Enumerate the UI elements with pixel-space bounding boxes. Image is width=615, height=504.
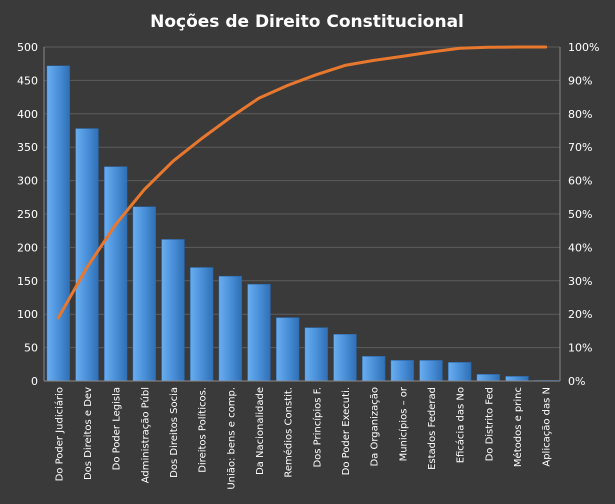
y-left-tick-label: 250 [17, 208, 38, 221]
y-right-tick-label: 10% [568, 342, 592, 355]
y-right-tick-label: 70% [568, 141, 592, 154]
bar [333, 333, 357, 382]
y-right-tick-label: 80% [568, 108, 592, 121]
x-tick-label: Estados Federad [427, 387, 438, 470]
y-left-tick-label: 50 [24, 342, 38, 355]
y-right-tick-label: 100% [568, 41, 599, 54]
bar [447, 362, 472, 382]
cumulative-percent-line [56, 45, 548, 320]
y-left-tick-label: 450 [17, 74, 38, 87]
x-tick-label: Do Poder Judiciário [53, 387, 65, 481]
chart-title: Noções de Direito Constitucional [150, 12, 464, 32]
x-tick-label: Aplicação das N [542, 387, 553, 467]
bar [505, 376, 529, 382]
x-tick-label: Da Nacionalidade [255, 387, 266, 475]
bar [46, 65, 71, 382]
bar [218, 275, 243, 382]
x-tick-label: Dos Direitos e Dev [83, 387, 94, 480]
x-tick-label: Dos Direitos Socia [169, 387, 180, 478]
bar [419, 360, 443, 382]
x-tick-label: Do Poder Executi. [341, 387, 352, 475]
y-left-tick-label: 300 [17, 175, 38, 188]
x-tick-label: Do Poder Legisla [112, 387, 123, 470]
y-left-tick-label: 400 [17, 108, 38, 121]
bar [247, 283, 271, 382]
y-left-tick-label: 0 [31, 375, 38, 388]
bar [132, 206, 157, 382]
y-right-tick-label: 30% [568, 275, 592, 288]
x-tick-label: Do Distrito Fed [484, 387, 495, 461]
bar [304, 327, 329, 382]
x-tick-label: Remédios Constit. [283, 387, 295, 478]
x-tick-label: Eficácia das No [455, 387, 467, 463]
bar [161, 239, 185, 382]
y-left-tick-label: 350 [17, 141, 38, 154]
bar [189, 267, 214, 382]
y-right-tick-label: 40% [568, 241, 592, 254]
cumulative-line [56, 45, 548, 320]
bar [390, 360, 415, 382]
y-left-tick-label: 150 [17, 275, 38, 288]
y-right-tick-label: 20% [568, 308, 592, 321]
y-left-tick-label: 200 [17, 241, 38, 254]
bars [46, 65, 558, 382]
x-tick-label: Da Organização [370, 387, 381, 467]
y-right-tick-label: 90% [568, 74, 592, 87]
axes: 0 50 100 150 200 250 300 350 400 450 500 0% 10% 20% 30… [17, 41, 599, 490]
bar [275, 317, 300, 382]
y-left-tick-label: 500 [17, 41, 38, 54]
x-tick-label: União: bens e comp. [226, 387, 237, 490]
x-tick-label: Métodos e princ [512, 387, 524, 467]
grid-lines [44, 46, 560, 382]
y-right-tick-label: 50% [568, 208, 592, 221]
bar [476, 374, 501, 382]
x-tick-label: Dos Princípios F. [311, 387, 323, 468]
y-left-tick-label: 100 [17, 308, 38, 321]
bar [103, 166, 128, 382]
x-tick-label: Administração Públ [139, 387, 151, 483]
x-tick-label: Municípios – or [397, 386, 409, 461]
bar [361, 356, 386, 382]
y-right-tick-label: 60% [568, 175, 592, 188]
x-tick-label: Direitos Políticos. [197, 387, 209, 473]
y-right-tick-label: 0% [568, 375, 585, 388]
